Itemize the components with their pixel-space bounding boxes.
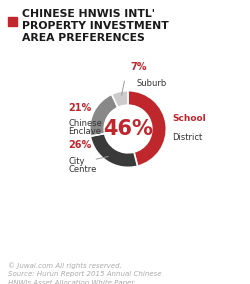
Text: 46%: 46% — [103, 119, 152, 139]
Wedge shape — [90, 133, 137, 167]
Text: Enclave: Enclave — [68, 127, 101, 136]
Text: 26%: 26% — [68, 140, 92, 150]
Text: District: District — [172, 133, 202, 142]
Text: © Juwai.com All rights reserved.
Source: Hurun Report 2015 Annual Chinese
HNWIs : © Juwai.com All rights reserved. Source:… — [8, 262, 161, 284]
Text: Centre: Centre — [68, 166, 96, 174]
Text: City: City — [68, 157, 85, 166]
Text: PROPERTY INVESTMENT: PROPERTY INVESTMENT — [22, 21, 168, 31]
Wedge shape — [128, 91, 166, 166]
Wedge shape — [89, 94, 118, 136]
Text: 7%: 7% — [130, 62, 146, 72]
Text: Suburb: Suburb — [136, 79, 166, 88]
Bar — [8, 17, 17, 26]
Wedge shape — [111, 91, 128, 107]
Text: School: School — [172, 114, 205, 123]
Text: AREA PREFERENCES: AREA PREFERENCES — [22, 33, 144, 43]
Text: CHINESE HNWIS INTL': CHINESE HNWIS INTL' — [22, 9, 154, 19]
Text: 21%: 21% — [68, 103, 92, 113]
Text: Chinese: Chinese — [68, 119, 102, 128]
